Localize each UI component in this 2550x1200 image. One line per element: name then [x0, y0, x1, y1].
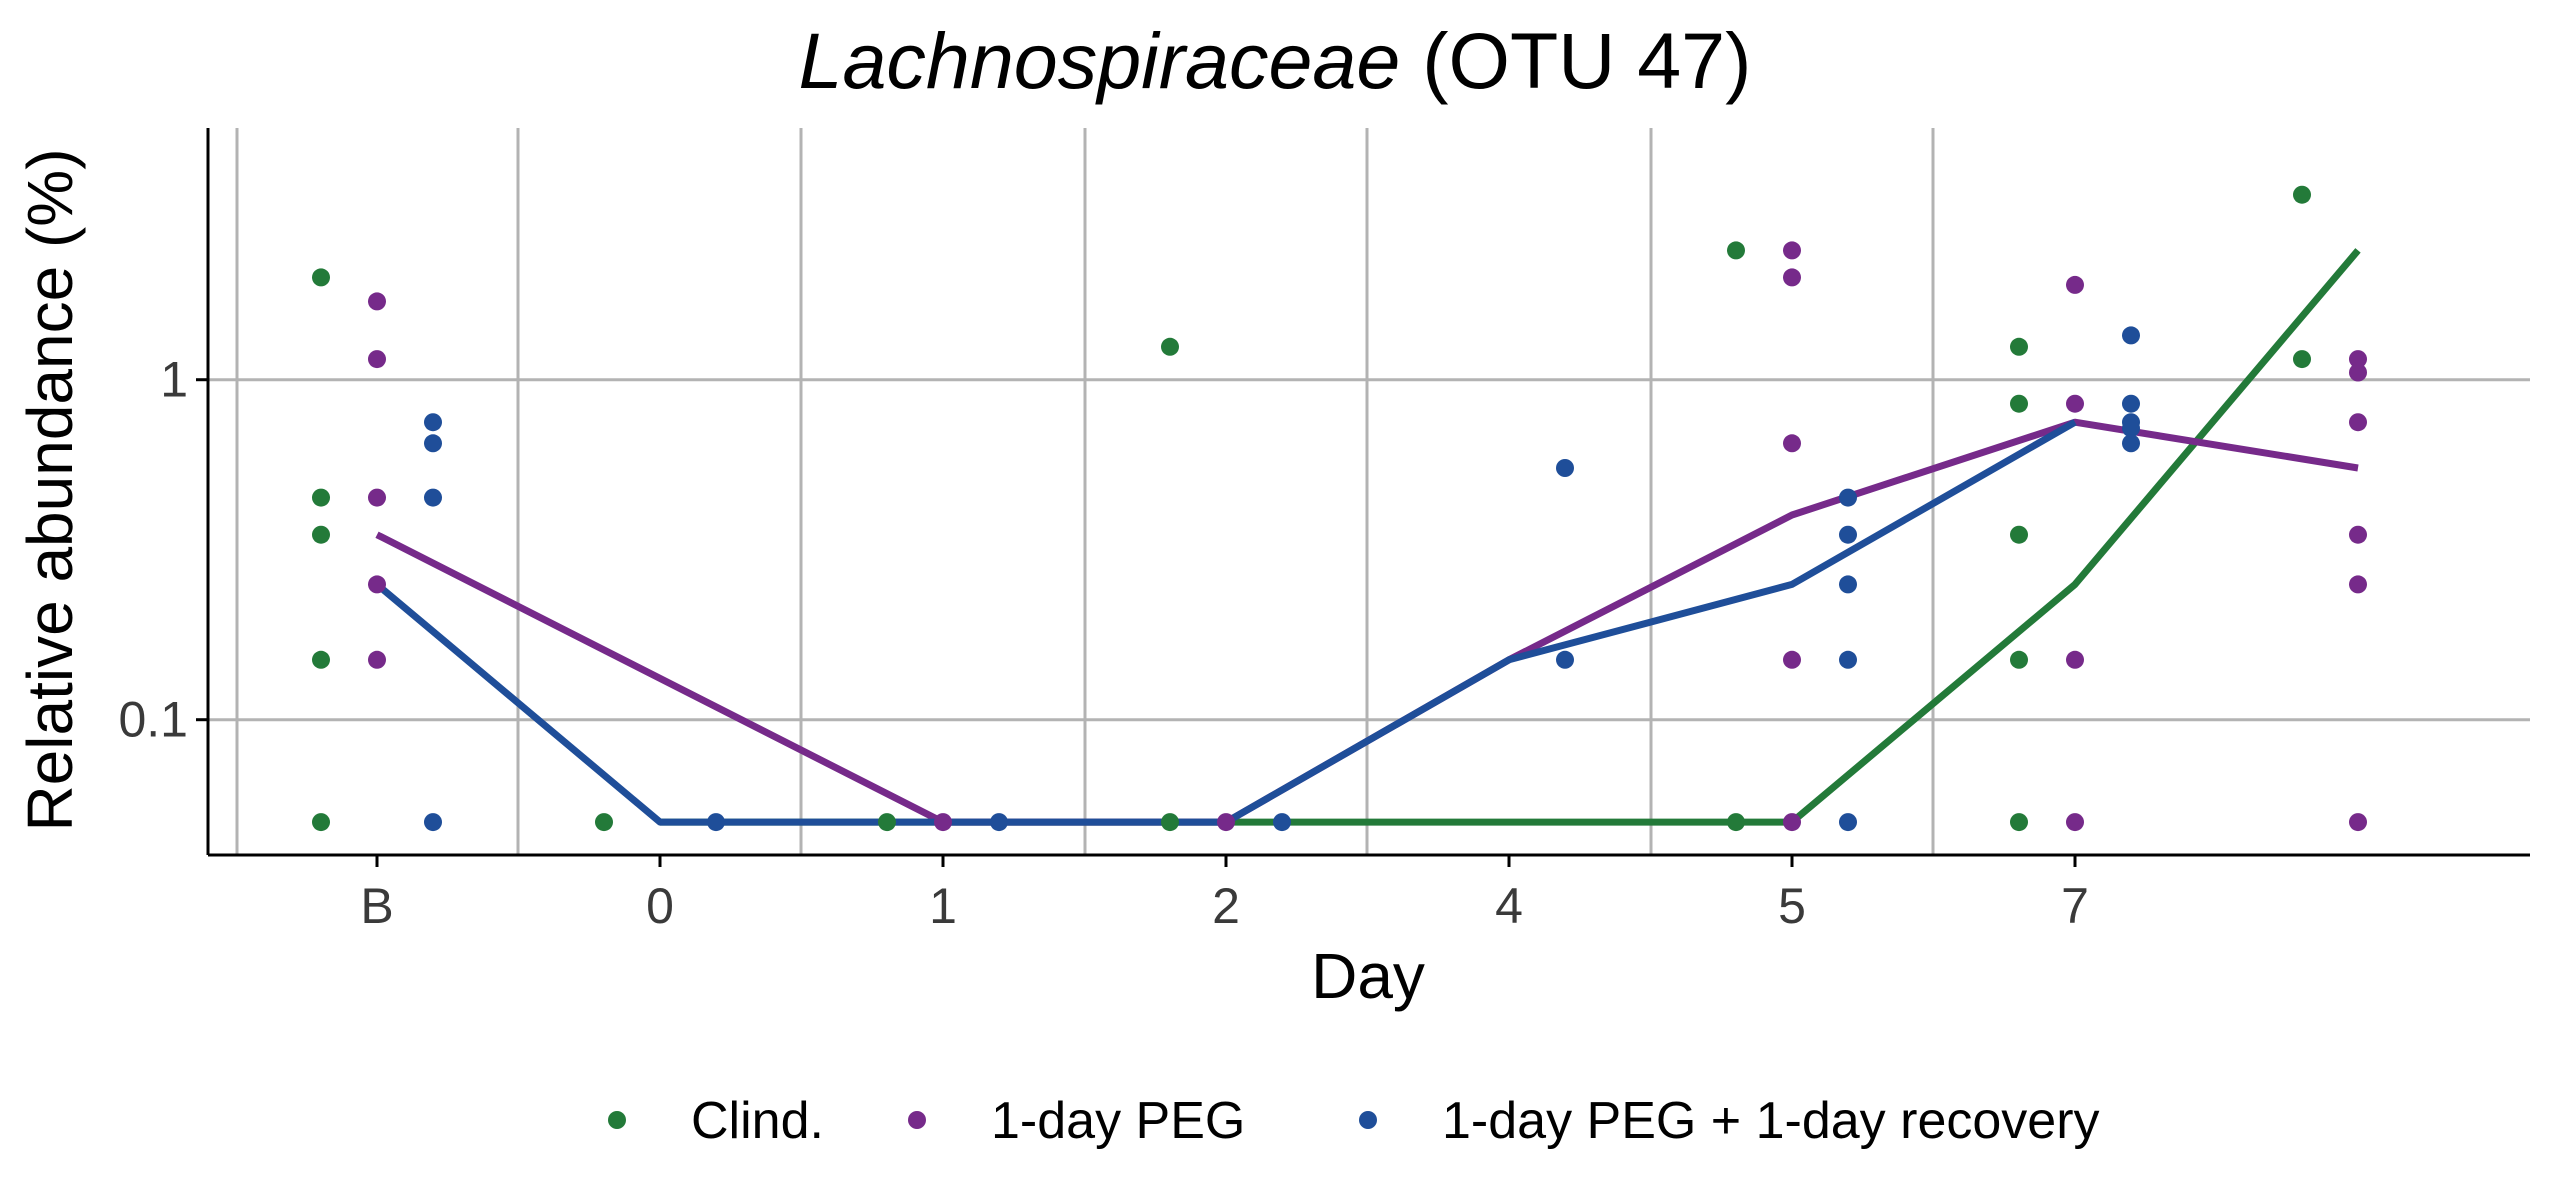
data-point-s1-9	[1783, 434, 1801, 453]
data-point-s2-6	[1273, 813, 1291, 832]
data-point-s0-9	[1727, 241, 1745, 260]
data-point-s1-13	[2066, 394, 2084, 413]
data-point-s2-5	[990, 813, 1008, 832]
legend-key-2	[1359, 1111, 1377, 1129]
y-axis-ticks: 0.11	[118, 352, 208, 748]
data-point-s0-16	[2293, 185, 2311, 204]
data-point-s1-11	[1783, 813, 1801, 832]
data-point-s1-14	[2066, 650, 2084, 669]
x-axis-title: Day	[1311, 940, 1425, 1012]
data-point-s2-12	[1839, 650, 1857, 669]
x-tick-label-1: 1	[929, 878, 957, 934]
chart-title: Lachnospiraceae (OTU 47)	[799, 16, 1752, 105]
data-point-s1-17	[2349, 363, 2367, 382]
data-point-s1-12	[2066, 275, 2084, 294]
data-point-s2-11	[1839, 575, 1857, 594]
y-tick-label-0: 0.1	[118, 692, 188, 748]
y-tick-label-1: 1	[160, 352, 188, 408]
data-point-s0-2	[312, 525, 330, 544]
x-tick-label-0: 0	[646, 878, 674, 934]
data-point-s0-14	[2010, 650, 2028, 669]
data-point-s0-13	[2010, 525, 2028, 544]
data-point-s2-15	[2122, 394, 2140, 413]
series-line-0	[660, 248, 2361, 826]
data-point-s1-2	[368, 488, 386, 507]
data-point-s0-8	[1161, 813, 1179, 832]
legend-key-0	[608, 1111, 626, 1129]
data-point-s1-1	[368, 350, 386, 369]
legend-label-2: 1-day PEG + 1-day recovery	[1442, 1092, 2100, 1150]
data-point-s0-15	[2010, 813, 2028, 832]
data-point-s1-21	[2349, 813, 2367, 832]
data-point-s2-4	[707, 813, 725, 832]
data-point-s0-11	[2010, 337, 2028, 356]
grid-lines	[208, 128, 2530, 855]
legend: Clind. 1-day PEG 1-day PEG + 1-day recover…	[608, 1092, 2100, 1150]
data-point-s2-1	[424, 434, 442, 453]
chart-title-italic: Lachnospiraceae	[799, 16, 1401, 105]
data-point-s1-20	[2349, 575, 2367, 594]
chart-title-rest	[1400, 16, 1422, 105]
data-point-s1-4	[368, 650, 386, 669]
data-point-s1-7	[1783, 241, 1801, 260]
data-point-s0-5	[595, 813, 613, 832]
chart-title-suffix: (OTU 47)	[1422, 16, 1751, 105]
y-axis-title: Relative abundance (%)	[14, 148, 86, 831]
series-points	[312, 185, 2367, 832]
x-tick-label-2: 2	[1212, 878, 1240, 934]
legend-label-0: Clind.	[691, 1092, 824, 1150]
data-point-s2-18	[2122, 434, 2140, 453]
data-point-s1-16	[2349, 350, 2367, 369]
data-point-s2-9	[1839, 488, 1857, 507]
data-point-s2-7	[1556, 459, 1574, 477]
data-point-s0-1	[312, 488, 330, 507]
data-point-s0-7	[1161, 337, 1179, 356]
data-point-s1-8	[1783, 268, 1801, 287]
data-point-s0-17	[2293, 350, 2311, 369]
data-point-s1-15	[2066, 813, 2084, 832]
x-tick-label-B: B	[360, 878, 393, 934]
data-point-s2-10	[1839, 525, 1857, 544]
x-tick-label-5: 5	[1778, 878, 1806, 934]
data-point-s1-10	[1783, 650, 1801, 669]
data-point-s0-0	[312, 268, 330, 287]
data-point-s0-6	[878, 813, 896, 832]
data-point-s0-12	[2010, 394, 2028, 413]
data-point-s1-18	[2349, 413, 2367, 432]
data-point-s2-2	[424, 488, 442, 507]
x-axis-ticks: B 0 1 2 4 5 7	[360, 855, 2089, 934]
data-point-s2-3	[424, 813, 442, 832]
series-line-2	[374, 419, 2077, 826]
data-point-s2-14	[2122, 326, 2140, 345]
x-tick-label-7: 7	[2061, 878, 2089, 934]
data-point-s1-6	[1217, 813, 1235, 832]
legend-label-1: 1-day PEG	[991, 1092, 1245, 1150]
legend-key-1	[908, 1111, 926, 1129]
data-point-s2-0	[424, 413, 442, 432]
data-point-s1-19	[2349, 525, 2367, 544]
x-tick-label-4: 4	[1495, 878, 1523, 934]
data-point-s1-0	[368, 292, 386, 311]
data-point-s1-5	[934, 813, 952, 832]
data-point-s0-10	[1727, 813, 1745, 832]
data-point-s2-17	[2122, 419, 2140, 438]
data-point-s0-4	[312, 813, 330, 832]
data-point-s2-13	[1839, 813, 1857, 832]
data-point-s2-8	[1556, 650, 1574, 669]
data-point-s1-3	[368, 575, 386, 594]
data-point-s0-3	[312, 650, 330, 669]
